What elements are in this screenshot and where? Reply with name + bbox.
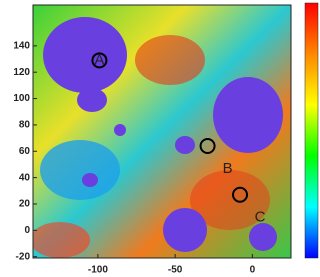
x-tick-label: -100 [88,265,108,276]
colorbar [305,3,318,258]
site-label: A [94,51,104,68]
y-tick-label: 60 [19,146,31,157]
site-label: B [223,160,233,177]
y-tick-label: 80 [19,120,31,131]
y-tick-label: 120 [13,67,30,78]
y-tick-label: 0 [24,225,30,236]
site-label: C [255,209,266,226]
y-tick-label: 100 [13,93,30,104]
terrain [30,5,291,258]
y-tick-label: 20 [19,199,31,210]
y-tick-label: -20 [16,251,31,262]
y-tick-label: 140 [13,40,30,51]
x-tick-label: 0 [250,265,256,276]
chart: -20 0 20 40 60 80 100 120 140 -100 -50 0 A B C [0,0,319,277]
x-tick-label: -50 [168,265,183,276]
y-tick-label: 40 [19,172,31,183]
